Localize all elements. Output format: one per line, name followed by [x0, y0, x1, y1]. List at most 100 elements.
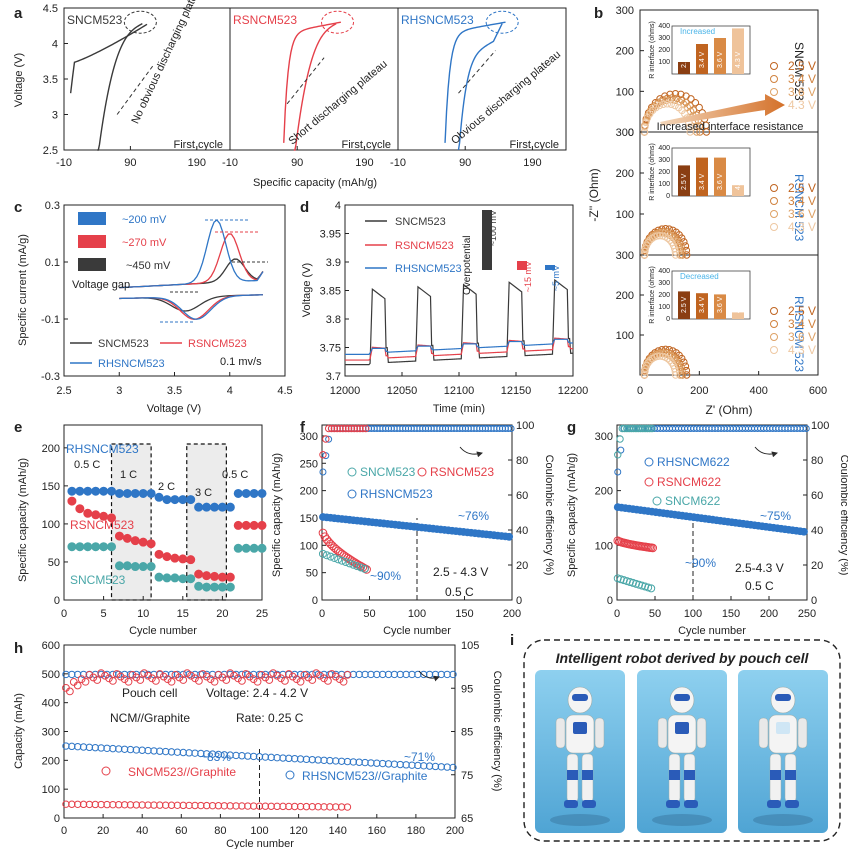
- robot-chest: [675, 722, 689, 734]
- legend-marker: [644, 457, 654, 467]
- rate-point: [99, 486, 109, 496]
- y2-tick-label: 0: [516, 595, 522, 607]
- annotation-text: 0.5 C: [445, 585, 474, 599]
- ce-point: [124, 677, 133, 686]
- legend-label: SNCM523//Graphite: [128, 765, 236, 779]
- rate-point: [122, 561, 132, 571]
- y-tick-label: 600: [42, 640, 60, 652]
- x-tick-label: 200: [760, 608, 778, 620]
- x-axis-label: Specific capacity (mAh/g): [253, 177, 377, 189]
- y-tick-label: 4: [335, 200, 341, 212]
- rate-point: [209, 582, 219, 592]
- capacity-point: [326, 803, 334, 811]
- y-tick-label: 300: [616, 250, 634, 262]
- capacity-point: [378, 759, 387, 768]
- cv-oxidation-curve: [119, 219, 264, 289]
- legend-label: SNCM622: [665, 494, 721, 508]
- capacity-point: [408, 761, 416, 769]
- robot-chest: [776, 722, 790, 734]
- ce-point: [222, 676, 231, 684]
- nyquist-point: [643, 114, 652, 122]
- rate-point: [194, 569, 204, 579]
- capacity-point: [208, 750, 217, 758]
- rate-point: [241, 520, 251, 530]
- inset-tick: 300: [658, 35, 670, 42]
- capacity-point: [167, 801, 176, 809]
- x-tick-label: 12050: [387, 385, 418, 397]
- ce-point: [187, 671, 195, 680]
- rate-point: [217, 582, 227, 592]
- capacity-point: [167, 748, 176, 756]
- charge-curve: [283, 21, 342, 143]
- robot-arm: [657, 717, 668, 749]
- ce-point: [408, 670, 416, 679]
- ce-point: [226, 669, 235, 678]
- annotation-text: ~76%: [458, 509, 489, 523]
- y-tick-label: 100: [42, 784, 60, 796]
- overpotential-label: ~100 mV: [488, 210, 498, 246]
- rate-point: [130, 536, 140, 546]
- y2-axis-label: Coulombic efficiency (%): [491, 671, 503, 792]
- capacity-point: [279, 802, 287, 811]
- rate-point: [130, 488, 140, 498]
- x-tick-label: 4: [227, 385, 233, 397]
- x-tick-label: 200: [690, 385, 708, 397]
- rate-label: 1 C: [120, 469, 137, 481]
- robot-foot: [767, 800, 781, 808]
- capacity-point: [238, 752, 246, 760]
- ce-point: [339, 677, 348, 686]
- rate-point: [138, 562, 148, 572]
- capacity-point: [341, 558, 350, 567]
- rate-label: 0.5 C: [74, 459, 100, 471]
- capacity-point: [255, 753, 264, 761]
- ce-point: [347, 424, 356, 433]
- capacity-point: [244, 752, 252, 760]
- panel-letter-e: e: [14, 419, 22, 436]
- x-tick-label: 140: [329, 825, 347, 837]
- y-tick-label: 200: [42, 443, 60, 455]
- subpanel-footer: First cycle: [174, 139, 224, 151]
- axis-pointer-arrow: [418, 670, 440, 682]
- capacity-point: [420, 762, 428, 770]
- capacity-point: [302, 802, 311, 811]
- x-tick-label: -10: [56, 157, 72, 169]
- rate-point: [170, 495, 180, 505]
- capacity-point: [361, 758, 369, 767]
- subpanel-title: RSNCM 523: [792, 174, 806, 242]
- ce-point: [101, 671, 109, 680]
- nyquist-point: [666, 356, 674, 365]
- ce-point: [314, 670, 322, 679]
- capacity-point: [332, 803, 340, 811]
- capacity-point: [302, 755, 311, 764]
- ce-point: [167, 677, 176, 686]
- robot-knee: [785, 770, 796, 780]
- legend-label: SNCM523: [395, 216, 446, 228]
- y-tick-label: 200: [42, 755, 60, 767]
- slope-guide: [458, 50, 496, 94]
- capacity-point: [173, 748, 182, 756]
- y-tick-label: 100: [616, 86, 634, 98]
- x-tick-label: 120: [289, 825, 307, 837]
- ce-point: [361, 670, 369, 679]
- ce-point: [105, 674, 113, 683]
- ce-point: [79, 670, 88, 679]
- nyquist-point: [667, 100, 675, 108]
- ce-point: [320, 674, 328, 683]
- y-tick-label: 300: [616, 5, 634, 17]
- capacity-point: [214, 802, 223, 810]
- x-axis-label: Cycle number: [678, 625, 746, 637]
- ce-point: [265, 676, 274, 684]
- robot-arm: [797, 717, 808, 749]
- x-tick-label: 150: [722, 608, 740, 620]
- gap-label: ~450 mV: [126, 260, 171, 272]
- rate-point: [154, 572, 164, 582]
- capacity-point: [179, 748, 187, 757]
- robot-visor: [775, 694, 791, 701]
- capacity-point: [68, 742, 76, 751]
- robot-photo: [535, 670, 625, 833]
- capacity-point: [290, 802, 299, 811]
- capacity-point: [330, 553, 339, 562]
- rate-point: [83, 508, 93, 518]
- legend-marker: [285, 770, 295, 780]
- ce-point: [342, 424, 350, 433]
